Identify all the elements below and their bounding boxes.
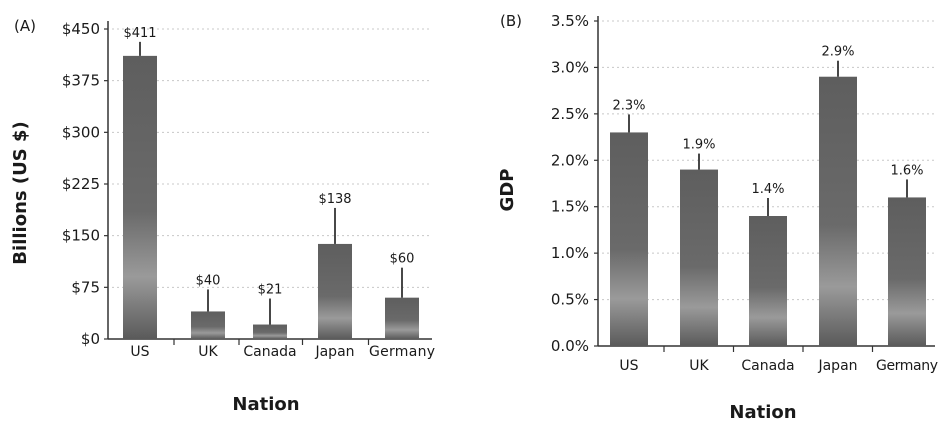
panel-a-category-label: US xyxy=(130,344,149,360)
panel-b-x-axis-title: Nation xyxy=(729,402,796,421)
panel-b-y-tick-label: 2.0% xyxy=(551,151,589,169)
panel-b-bar-japan xyxy=(819,76,857,346)
panel-b-y-tick-label: 2.5% xyxy=(551,105,589,123)
panel-a-bar-japan xyxy=(318,243,352,339)
panel-b-y-tick-label: 0.5% xyxy=(551,291,589,309)
panel-a-y-tick-label: $375 xyxy=(62,72,100,90)
panel-b-category-label: Canada xyxy=(741,358,794,374)
panel-b-data-label: 1.6% xyxy=(890,163,923,178)
panel-b-data-label: 1.9% xyxy=(682,138,715,153)
panel-b-bar-us xyxy=(610,132,648,346)
panel-b-y-tick-label: 3.0% xyxy=(551,58,589,76)
panel-a-category-label: Canada xyxy=(243,344,296,360)
chart-panel-a: (A) Billions (US $) Nation $0 $75 $150 $225… xyxy=(10,17,435,415)
panel-a-bar-canada xyxy=(253,324,287,339)
panel-b-category-label: US xyxy=(619,358,638,374)
panel-b-data-label: 1.4% xyxy=(751,182,784,197)
panel-a-y-tick-label: $300 xyxy=(62,123,100,141)
panel-a-data-label: $21 xyxy=(258,283,283,298)
panel-a-label: (A) xyxy=(14,17,36,35)
panel-a-x-axis-title: Nation xyxy=(232,394,299,415)
panel-b-label: (B) xyxy=(500,12,522,30)
panel-a-category-label: Japan xyxy=(314,344,354,360)
panel-a-bar-uk xyxy=(191,311,225,339)
panel-b-y-tick-label: 0.0% xyxy=(551,337,589,355)
panel-b-data-label: 2.9% xyxy=(821,45,854,60)
panel-a-bar-germany xyxy=(385,297,419,339)
panel-a-y-tick-label: $450 xyxy=(62,20,100,38)
panel-b-y-tick-label: 1.5% xyxy=(551,198,589,216)
panel-b-category-label: Japan xyxy=(817,358,857,374)
panel-a-category-label: UK xyxy=(198,344,218,360)
panel-b-bar-germany xyxy=(888,197,926,346)
panel-b-bar-uk xyxy=(680,169,718,346)
panel-a-category-label: Germany xyxy=(369,344,435,360)
panel-a-data-label: $138 xyxy=(318,192,351,207)
panel-b-bar-canada xyxy=(749,216,787,346)
panel-a-bar-us xyxy=(123,55,157,339)
panel-b-data-label: 2.3% xyxy=(612,98,645,113)
panel-a-y-tick-label: $75 xyxy=(71,278,100,296)
panel-b-category-label: UK xyxy=(689,358,709,374)
panel-b-category-label: Germany xyxy=(876,358,938,374)
panel-a-y-tick-label: $225 xyxy=(62,175,100,193)
panel-a-y-tick-label: $0 xyxy=(81,330,100,348)
panel-a-data-label: $40 xyxy=(196,273,221,288)
panel-b-y-tick-label: 3.5% xyxy=(551,12,589,30)
panel-a-y-axis-title: Billions (US $) xyxy=(10,121,31,264)
chart-panel-b: (B) GDP Nation 0.0% 0.5% 1.0% 1.5% 2.0% 2.5% 3… xyxy=(497,12,938,421)
panel-a-data-label: $60 xyxy=(390,252,415,267)
panel-b-y-axis-title: GDP xyxy=(497,169,518,212)
panel-b-y-tick-label: 1.0% xyxy=(551,244,589,262)
panel-a-data-label: $411 xyxy=(123,26,156,41)
panel-a-y-tick-label: $150 xyxy=(62,227,100,245)
